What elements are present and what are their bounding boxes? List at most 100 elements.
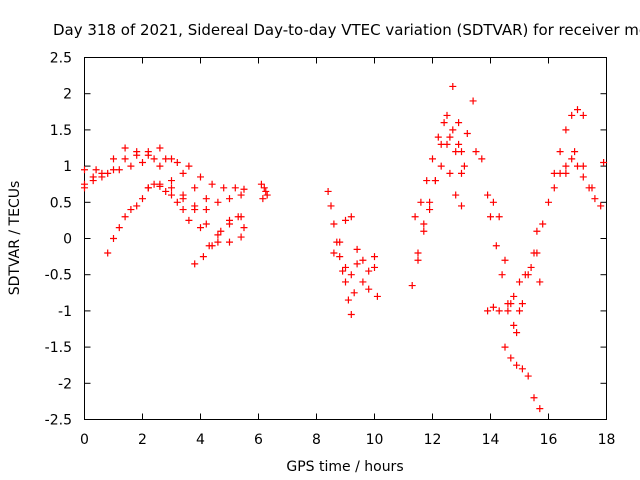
data-point bbox=[478, 155, 486, 163]
data-point bbox=[423, 177, 431, 185]
y-tick-label: 0 bbox=[63, 232, 72, 248]
data-point bbox=[217, 227, 225, 235]
data-point bbox=[359, 278, 367, 286]
data-point bbox=[446, 133, 454, 141]
data-point bbox=[513, 329, 521, 337]
data-point bbox=[510, 292, 518, 300]
data-point bbox=[568, 155, 576, 163]
y-tick-label: 0.5 bbox=[50, 195, 72, 211]
data-point bbox=[237, 191, 245, 199]
data-point bbox=[208, 180, 216, 188]
data-point bbox=[89, 177, 97, 185]
x-tick-label: 6 bbox=[254, 432, 263, 448]
data-point bbox=[185, 162, 193, 170]
data-point bbox=[562, 126, 570, 134]
data-point bbox=[231, 184, 239, 192]
data-point bbox=[263, 191, 271, 199]
data-point bbox=[469, 97, 477, 105]
data-point bbox=[414, 256, 422, 264]
data-point bbox=[197, 224, 204, 232]
data-point bbox=[139, 158, 146, 166]
chart-title: Day 318 of 2021, Sidereal Day-to-day VTE… bbox=[53, 21, 640, 39]
data-point bbox=[191, 206, 199, 214]
data-point bbox=[518, 365, 526, 373]
data-point bbox=[550, 184, 558, 192]
y-tick-label: -2 bbox=[58, 376, 72, 392]
data-point bbox=[452, 191, 460, 199]
data-point bbox=[336, 238, 344, 246]
data-point bbox=[110, 166, 117, 174]
data-point bbox=[539, 220, 547, 228]
data-point bbox=[431, 177, 439, 185]
data-point bbox=[588, 184, 596, 192]
x-tick-label: 18 bbox=[598, 432, 616, 448]
data-point bbox=[220, 184, 228, 192]
data-point bbox=[150, 155, 158, 163]
data-point bbox=[179, 195, 187, 203]
data-point bbox=[489, 198, 497, 206]
data-point bbox=[472, 148, 480, 156]
data-point bbox=[510, 321, 518, 329]
data-point bbox=[257, 180, 265, 188]
data-point bbox=[330, 249, 338, 257]
data-point bbox=[156, 162, 164, 170]
data-point bbox=[324, 187, 332, 195]
y-tick-label: -1 bbox=[58, 304, 72, 320]
data-point bbox=[327, 202, 335, 210]
data-point bbox=[191, 184, 199, 192]
data-point bbox=[373, 292, 381, 300]
data-point bbox=[455, 140, 463, 148]
data-point bbox=[214, 238, 222, 246]
data-point bbox=[460, 162, 468, 170]
data-point bbox=[513, 361, 521, 369]
data-point bbox=[121, 155, 129, 163]
data-point bbox=[330, 220, 338, 228]
data-point bbox=[556, 148, 564, 156]
data-point bbox=[168, 184, 175, 192]
data-point bbox=[226, 220, 233, 228]
data-point bbox=[600, 158, 608, 166]
data-point bbox=[591, 195, 599, 203]
plot-frame bbox=[84, 57, 607, 420]
data-point bbox=[202, 195, 210, 203]
data-point bbox=[504, 307, 512, 315]
data-point bbox=[516, 307, 523, 315]
x-tick-label: 8 bbox=[312, 432, 321, 448]
data-point bbox=[452, 148, 460, 156]
data-point bbox=[562, 169, 570, 177]
y-tick-label: -2.5 bbox=[45, 413, 72, 429]
data-point bbox=[347, 271, 355, 279]
y-tick-label: 2.5 bbox=[50, 51, 72, 67]
x-tick-label: 12 bbox=[424, 432, 442, 448]
y-tick-label: 1.5 bbox=[50, 123, 72, 139]
data-point bbox=[259, 195, 267, 203]
data-point bbox=[127, 162, 135, 170]
data-point bbox=[429, 155, 436, 163]
data-point bbox=[179, 169, 187, 177]
data-point bbox=[127, 206, 135, 214]
data-point bbox=[197, 173, 204, 181]
data-point bbox=[530, 394, 538, 402]
data-point bbox=[240, 224, 248, 232]
data-point bbox=[574, 106, 581, 114]
x-tick-label: 16 bbox=[540, 432, 558, 448]
x-tick-label: 14 bbox=[482, 432, 500, 448]
data-point bbox=[426, 206, 434, 214]
data-point bbox=[179, 206, 187, 214]
data-point bbox=[443, 140, 451, 148]
data-point bbox=[214, 231, 222, 239]
data-point bbox=[205, 242, 213, 250]
data-point bbox=[162, 155, 170, 163]
data-point bbox=[495, 307, 503, 315]
data-point bbox=[521, 271, 529, 279]
data-point bbox=[173, 198, 181, 206]
data-point bbox=[173, 158, 181, 166]
data-point bbox=[199, 253, 207, 261]
data-point bbox=[262, 187, 270, 195]
data-point bbox=[168, 177, 175, 185]
data-point bbox=[104, 169, 112, 177]
data-point bbox=[420, 227, 428, 235]
data-point bbox=[237, 233, 245, 241]
y-tick-label: 2 bbox=[63, 87, 72, 103]
data-point bbox=[507, 354, 515, 362]
